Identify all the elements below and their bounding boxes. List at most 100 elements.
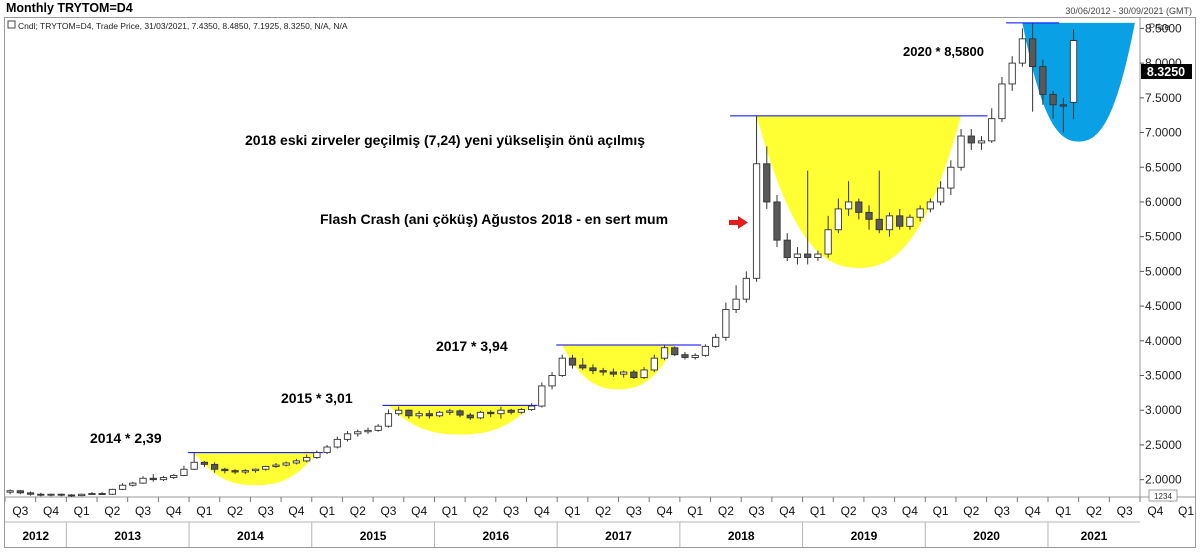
candle-body: [722, 309, 730, 338]
candle: [998, 77, 1006, 123]
candle-body: [405, 409, 413, 417]
chart-frame: Cndl; TRYTOM=D4, Trade Price, 31/03/2021…: [4, 17, 1196, 548]
candle: [732, 285, 740, 314]
candle-body: [26, 492, 35, 495]
quarter-label: Q2: [841, 504, 857, 518]
cup-formations: [194, 22, 1135, 486]
candle-body: [1069, 40, 1078, 103]
quarter-label: Q3: [994, 504, 1010, 518]
candle: [742, 271, 750, 303]
candle: [200, 460, 209, 468]
candlestick-chart[interactable]: Cndl; TRYTOM=D4, Trade Price, 31/03/2021…: [4, 18, 1195, 547]
candle: [885, 212, 894, 237]
candle-body: [548, 375, 556, 387]
candle-body: [98, 493, 106, 495]
candle: [947, 160, 955, 196]
candle: [1049, 90, 1057, 119]
candle-body: [640, 369, 648, 379]
candle: [967, 129, 975, 150]
candle-body: [323, 446, 331, 454]
candle: [875, 170, 883, 234]
candle: [282, 461, 290, 467]
y-tick-label: 8.5000: [1145, 21, 1182, 35]
candle-body: [691, 354, 699, 358]
candle-body: [947, 166, 955, 189]
candle-body: [1008, 62, 1016, 85]
candle-body: [1059, 104, 1067, 107]
year-label: 2018: [728, 529, 755, 543]
candle: [159, 476, 168, 482]
quarter-label: Q1: [74, 504, 90, 518]
candle-body: [732, 298, 740, 311]
candle: [558, 354, 566, 377]
y-tick-label: 6.0000: [1145, 195, 1182, 209]
year-label: 2014: [237, 529, 264, 543]
y-tick-label: 2.5000: [1145, 438, 1182, 452]
quarter-label: Q2: [963, 504, 979, 518]
candle: [804, 170, 812, 265]
candle: [241, 469, 249, 475]
quarter-label: Q3: [12, 504, 28, 518]
y-tick-label: 5.0000: [1145, 264, 1182, 278]
cup-2017: [562, 344, 675, 390]
y-tick-label: 4.0000: [1145, 334, 1182, 348]
candle-body: [844, 201, 853, 210]
candle-body: [364, 429, 372, 433]
y-tick-label: 6.5000: [1145, 160, 1182, 174]
candle: [446, 408, 454, 416]
scale-badge[interactable]: [1148, 489, 1178, 502]
candle: [6, 489, 14, 495]
candle-body: [456, 410, 464, 416]
candle-body: [763, 163, 771, 203]
annotation-2017: 2017 * 3,94: [436, 338, 508, 354]
y-tick-label: 4.5000: [1145, 299, 1182, 313]
legend-text: Cndl; TRYTOM=D4, Trade Price, 31/03/2021…: [18, 21, 348, 31]
cup-2020: [1022, 22, 1135, 142]
candle-body: [650, 357, 658, 371]
candle-body: [292, 460, 301, 464]
candle: [517, 408, 525, 414]
candle: [681, 351, 689, 360]
candle-body: [701, 345, 710, 356]
candle-body: [988, 118, 996, 142]
y-tick-label: 5.5000: [1145, 230, 1182, 244]
candle: [620, 370, 628, 378]
candle: [977, 136, 986, 150]
candle: [272, 462, 280, 468]
candle: [507, 408, 515, 415]
candle: [47, 493, 55, 497]
year-label: 2015: [360, 529, 387, 543]
candle: [691, 353, 699, 360]
candle-body: [568, 357, 577, 366]
candle-body: [57, 493, 65, 496]
quarter-label: Q1: [196, 504, 212, 518]
candle-body: [1049, 93, 1057, 106]
candle-body: [885, 215, 894, 231]
quarter-label: Q4: [779, 504, 795, 518]
candle: [374, 424, 382, 432]
candle: [384, 409, 393, 428]
candle-body: [1029, 38, 1037, 68]
candle-body: [425, 413, 433, 417]
candle-body: [251, 468, 260, 472]
quarter-label: Q2: [595, 504, 611, 518]
candle-body: [88, 493, 96, 495]
candle-body: [282, 462, 290, 466]
candle-body: [742, 277, 750, 300]
candle: [466, 413, 474, 420]
candle: [262, 465, 270, 471]
candle-body: [384, 413, 393, 427]
candle: [180, 465, 188, 477]
quarter-label: Q1: [687, 504, 703, 518]
quarter-label: Q4: [288, 504, 304, 518]
quarter-label: Q4: [411, 504, 427, 518]
quarter-label: Q4: [166, 504, 182, 518]
candle-body: [354, 431, 362, 435]
candle-body: [466, 414, 474, 419]
quarter-label: Q3: [258, 504, 274, 518]
quarter-label: Q2: [718, 504, 734, 518]
candle-body: [333, 438, 341, 448]
candle: [98, 492, 106, 495]
candle-body: [272, 464, 280, 467]
candle-body: [108, 488, 116, 495]
